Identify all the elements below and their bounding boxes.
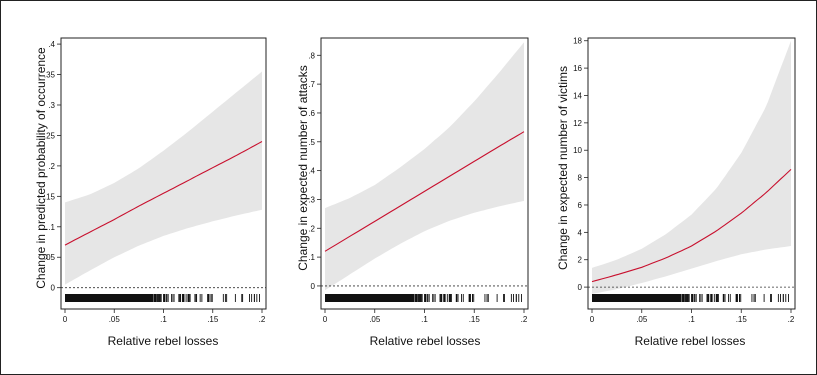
x-axis-label: Relative rebel losses [107, 334, 219, 348]
y-tick-label: .2 [48, 162, 55, 171]
y-axis-label: Change in predicted probability of occur… [34, 47, 48, 289]
chart-svg: 0 .1 .2 .3 .4 .5 .6 .7 .8 0 .05 .1 .15 .2 [308, 37, 529, 324]
rug-dense-block [325, 294, 415, 302]
confidence-band [592, 40, 791, 294]
y-tick-label: .8 [308, 51, 315, 60]
y-tick-label: 18 [573, 37, 582, 46]
y-tick-label: .05 [44, 253, 56, 262]
y-tick-label: .2 [308, 224, 315, 233]
x-tick-label: .1 [160, 315, 167, 324]
confidence-band [65, 71, 262, 285]
y-tick-label: 6 [578, 201, 583, 210]
panel-attacks: 0 .1 .2 .3 .4 .5 .6 .7 .8 0 .05 .1 .15 .2 Change in e… [271, 1, 541, 374]
x-tick-label: .15 [736, 315, 748, 324]
chart-svg: 0 .05 .1 .15 .2 .25 .3 .35 .4 0 .05 .1 .15 .2 [44, 37, 267, 324]
y-tick-label: .7 [308, 80, 315, 89]
chart-svg: 0 2 4 6 8 10 12 14 16 18 0 .05 .1 .15 .2 [573, 37, 796, 324]
x-tick-label: .05 [636, 315, 648, 324]
y-tick-label: 0 [51, 284, 56, 293]
x-axis-label: Relative rebel losses [634, 334, 746, 348]
y-tick-label: .4 [48, 40, 55, 49]
y-tick-label: 8 [578, 174, 583, 183]
y-tick-label: 16 [573, 64, 582, 73]
y-tick-label: 4 [578, 228, 583, 237]
y-tick-label: 14 [573, 91, 582, 100]
confidence-band [325, 42, 524, 291]
estimate-line [324, 131, 525, 252]
y-tick-label: 2 [578, 256, 583, 265]
rug-plot [325, 294, 522, 302]
y-tick-label: 0 [578, 283, 583, 292]
estimate-line [591, 168, 792, 283]
y-axis-label: Change in expected number of victims [556, 65, 570, 271]
rug-dense-block [65, 294, 154, 302]
y-tick-label: 0 [311, 282, 316, 291]
rug-dense-block [592, 294, 682, 302]
y-tick-label: .25 [44, 131, 56, 140]
x-tick-label: .15 [207, 315, 219, 324]
y-tick-label: .4 [308, 167, 315, 176]
x-tick-label: .2 [259, 315, 266, 324]
y-tick-label: 10 [573, 146, 582, 155]
y-axis-label: Change in expected number of attacks [296, 65, 310, 271]
y-tick-label: .6 [308, 109, 315, 118]
y-tick-label: .5 [308, 138, 315, 147]
x-tick-label: .1 [688, 315, 695, 324]
x-tick-label: 0 [323, 315, 328, 324]
x-tick-label: .05 [109, 315, 121, 324]
rug-plot [65, 294, 260, 302]
x-axis-label: Relative rebel losses [369, 334, 481, 348]
estimate-line [64, 141, 263, 246]
panel-victims: 0 2 4 6 8 10 12 14 16 18 0 .05 .1 .15 .2 Change in exp… [541, 1, 811, 374]
y-tick-label: .1 [308, 253, 315, 262]
y-tick-label: .3 [48, 101, 55, 110]
panel-occurrence: 0 .05 .1 .15 .2 .25 .3 .35 .4 0 .05 .1 .15 .2 Change … [1, 1, 271, 374]
x-tick-label: .2 [521, 315, 528, 324]
x-tick-label: .15 [469, 315, 481, 324]
y-tick-label: .15 [44, 192, 56, 201]
y-tick-label: .35 [44, 71, 56, 80]
x-tick-label: 0 [590, 315, 595, 324]
y-tick-label: 12 [573, 119, 582, 128]
x-tick-label: 0 [63, 315, 68, 324]
y-tick-label: .3 [308, 195, 315, 204]
x-tick-label: .2 [788, 315, 795, 324]
x-tick-label: .1 [421, 315, 428, 324]
y-tick-label: .1 [48, 223, 55, 232]
x-tick-label: .05 [369, 315, 381, 324]
rug-plot [592, 294, 789, 302]
